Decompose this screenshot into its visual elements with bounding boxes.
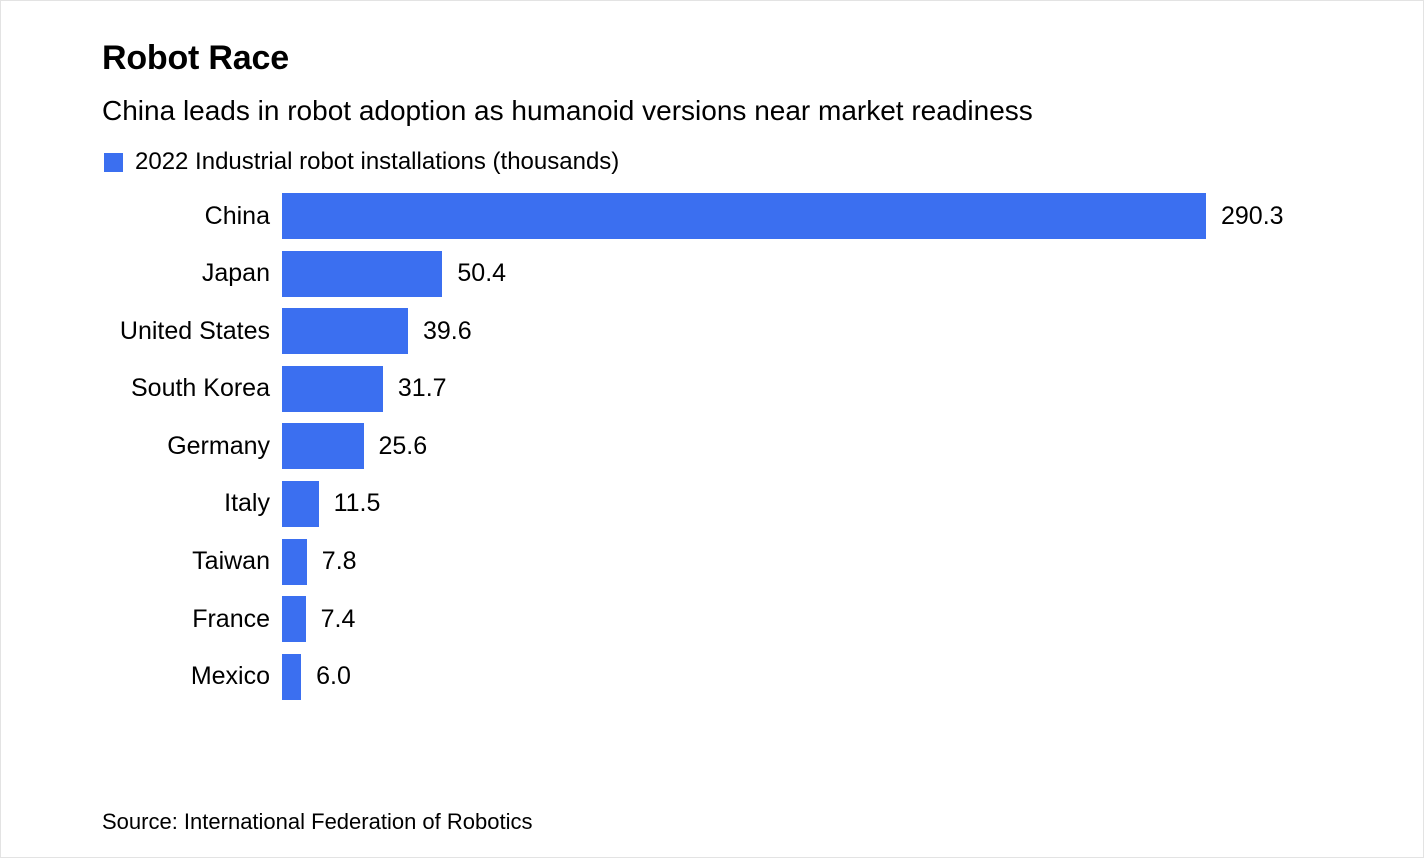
bar-row: France 7.4 xyxy=(102,596,1362,643)
value-label: 7.8 xyxy=(321,547,357,576)
value-label: 7.4 xyxy=(320,604,356,633)
bar-row: Japan 50.4 xyxy=(102,250,1362,297)
bar-row: United States 39.6 xyxy=(102,308,1362,355)
legend-swatch-icon xyxy=(104,152,123,172)
category-label: Japan xyxy=(201,259,270,288)
bar xyxy=(282,193,1206,239)
value-label: 31.7 xyxy=(397,374,447,403)
source-note: Source: International Federation of Robo… xyxy=(102,809,533,834)
bar xyxy=(282,308,408,355)
bar xyxy=(282,538,307,585)
bar-row: South Korea 31.7 xyxy=(102,365,1362,412)
category-label: Germany xyxy=(167,431,270,460)
bar xyxy=(282,596,306,643)
bar-row: Mexico 6.0 xyxy=(102,653,1362,700)
legend: 2022 Industrial robot installations (tho… xyxy=(104,148,619,176)
category-label: Mexico xyxy=(190,662,270,691)
bar xyxy=(282,365,383,412)
chart-subtitle: China leads in robot adoption as humanoi… xyxy=(102,95,1033,126)
category-label: Italy xyxy=(224,489,270,518)
bar xyxy=(282,423,364,470)
bar xyxy=(282,250,443,297)
chart-title: Robot Race xyxy=(102,39,289,77)
category-label: China xyxy=(204,201,270,230)
bar-row: China 290.3 xyxy=(102,193,1362,239)
value-label: 25.6 xyxy=(378,431,428,460)
bar xyxy=(282,480,319,527)
value-label: 6.0 xyxy=(316,662,351,691)
bar-row: Germany 25.6 xyxy=(102,423,1362,470)
category-label: France xyxy=(192,604,270,633)
value-label: 50.4 xyxy=(457,259,507,288)
category-label: United States xyxy=(119,316,270,345)
bar xyxy=(282,653,302,700)
bar-row: Italy 11.5 xyxy=(102,480,1362,527)
bar-row: Taiwan 7.8 xyxy=(102,538,1362,585)
category-label: South Korea xyxy=(131,374,270,403)
value-label: 11.5 xyxy=(333,489,381,518)
value-label: 290.3 xyxy=(1221,201,1284,230)
value-label: 39.6 xyxy=(423,316,472,345)
bar-chart: China 290.3 Japan 50.4 United States 39.6 Sout… xyxy=(102,193,1362,711)
category-label: Taiwan xyxy=(192,547,270,576)
legend-label: 2022 Industrial robot installations (tho… xyxy=(135,148,620,175)
